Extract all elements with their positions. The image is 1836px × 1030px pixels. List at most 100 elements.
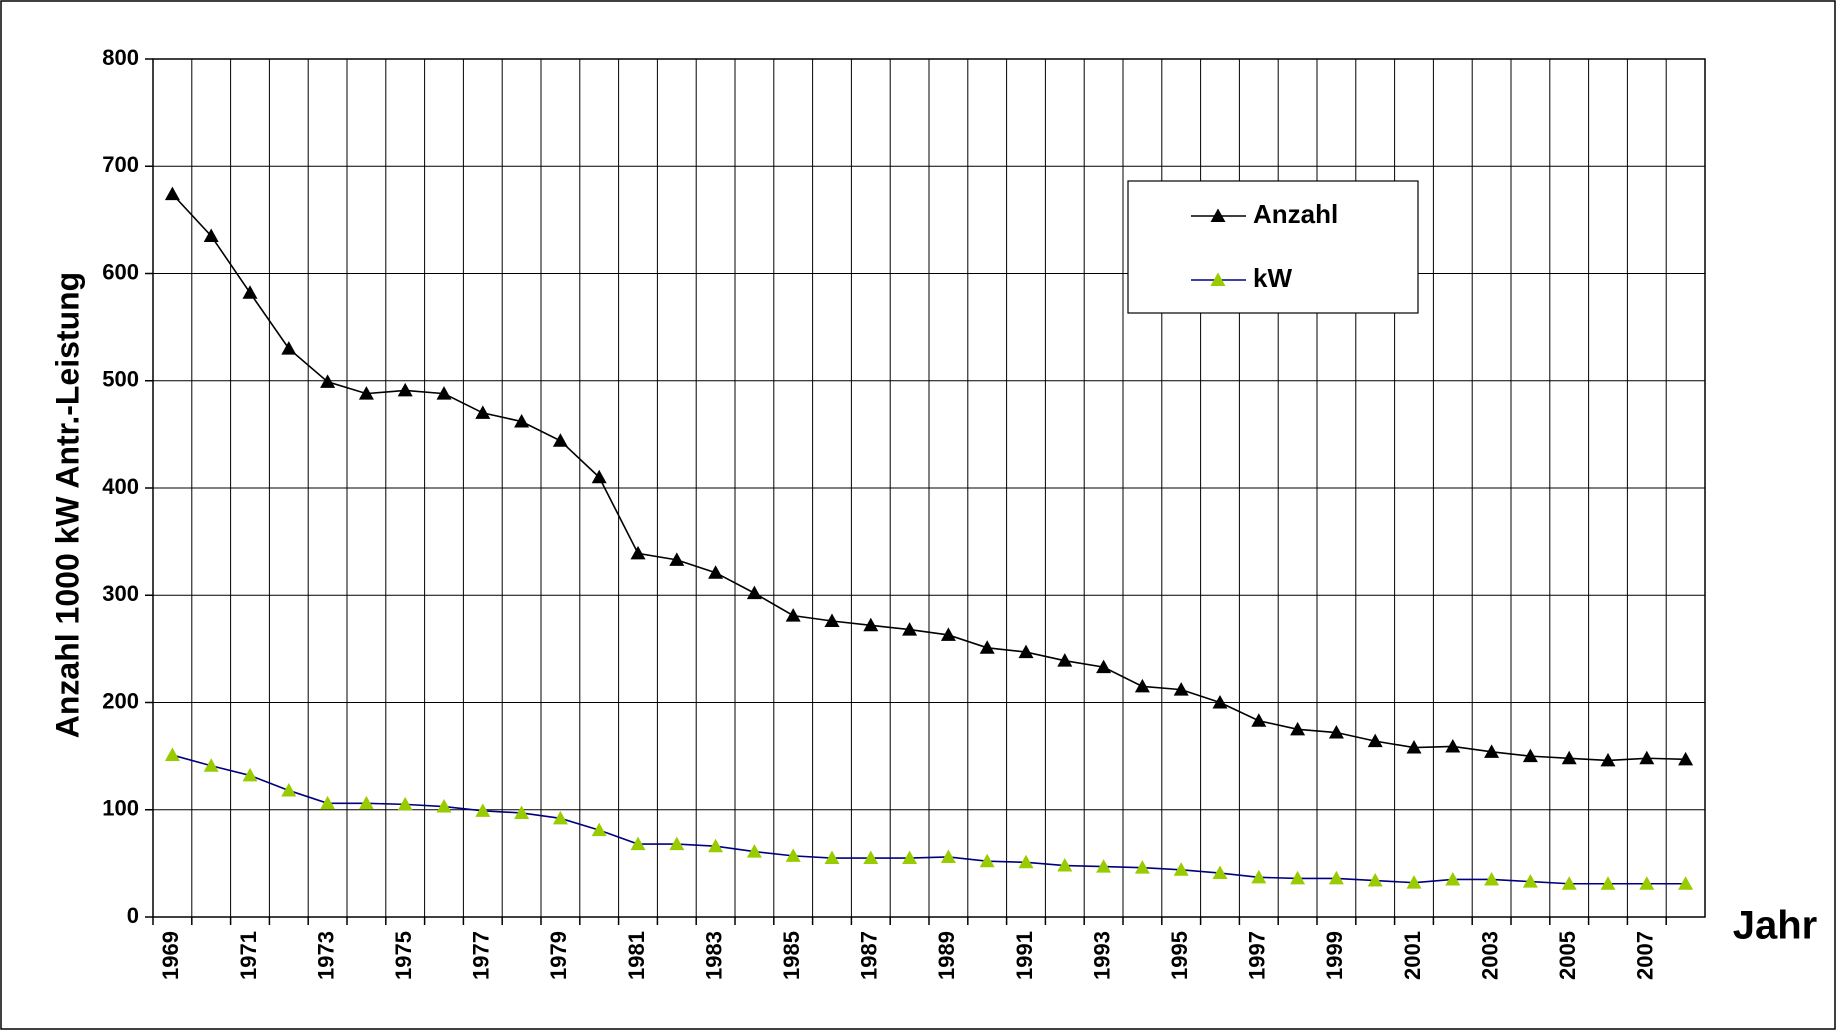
data-point (281, 782, 297, 797)
x-tick-label: 1975 (391, 931, 416, 980)
legend-label: kW (1253, 263, 1292, 293)
data-point (436, 386, 452, 400)
y-tick-label: 700 (102, 152, 139, 177)
data-point (1561, 876, 1577, 890)
data-point (1678, 751, 1694, 766)
data-point (1134, 860, 1150, 874)
series-line (171, 193, 1686, 762)
y-tick-label: 100 (102, 796, 139, 821)
data-point (1445, 738, 1461, 753)
x-tick-label: 1995 (1167, 931, 1192, 980)
data-point (1212, 865, 1228, 880)
x-tick-label: 2003 (1477, 931, 1502, 980)
data-point (1600, 752, 1616, 767)
data-point (863, 617, 879, 632)
y-tick-label: 800 (102, 45, 139, 70)
data-point (1096, 859, 1112, 873)
data-point (358, 795, 374, 810)
data-point (242, 285, 258, 299)
data-point (824, 850, 840, 865)
data-point (475, 405, 491, 419)
data-point (669, 836, 685, 851)
data-point (281, 341, 297, 355)
data-point (1367, 873, 1383, 887)
data-point (979, 640, 995, 654)
data-point (630, 836, 646, 851)
data-point (1057, 653, 1073, 667)
data-point (1134, 678, 1150, 693)
data-point (1212, 695, 1228, 709)
x-axis-label: Jahr (1733, 904, 1818, 948)
x-tick-label: 1993 (1089, 931, 1114, 980)
data-point (1639, 876, 1655, 890)
data-point (203, 228, 219, 242)
data-point (397, 796, 413, 811)
legend-label: Anzahl (1253, 199, 1338, 229)
data-point (1561, 750, 1577, 765)
data-point (320, 374, 336, 388)
data-point (591, 822, 607, 837)
data-point (708, 565, 724, 579)
data-point (1639, 750, 1655, 765)
data-point (1678, 876, 1694, 890)
data-point (514, 805, 530, 819)
data-point (164, 186, 180, 201)
data-point (552, 433, 568, 447)
data-point (1173, 682, 1189, 696)
data-point (1018, 644, 1034, 659)
data-point (1290, 721, 1306, 736)
x-tick-label: 1971 (236, 931, 261, 980)
data-point (1406, 740, 1422, 754)
data-point (1328, 725, 1344, 739)
x-tick-label: 1991 (1012, 931, 1037, 980)
x-tick-label: 1997 (1245, 931, 1270, 980)
data-point (1522, 874, 1538, 888)
data-point (591, 469, 607, 484)
legend-marker (1210, 272, 1226, 286)
data-point (824, 613, 840, 627)
data-point (785, 848, 801, 862)
data-point (1251, 713, 1267, 727)
data-point (1173, 862, 1189, 876)
legend-marker (1210, 208, 1226, 222)
data-point (1251, 869, 1267, 884)
data-point (940, 849, 956, 863)
data-point (669, 552, 685, 566)
x-tick-label: 1969 (158, 931, 183, 980)
x-tick-label: 2005 (1555, 931, 1580, 980)
data-point (630, 545, 646, 560)
x-tick-label: 1989 (934, 931, 959, 980)
x-tick-label: 2001 (1400, 931, 1425, 980)
legend-box (1127, 180, 1419, 314)
data-point (514, 414, 530, 428)
series-line (172, 754, 1686, 885)
data-point (203, 758, 219, 772)
data-point (746, 844, 762, 858)
data-point (1484, 744, 1500, 758)
y-tick-label: 500 (102, 367, 139, 392)
data-point (164, 747, 180, 762)
y-tick-label: 0 (127, 903, 139, 928)
data-point (436, 799, 452, 813)
data-point (358, 386, 374, 400)
x-tick-label: 1983 (701, 931, 726, 980)
data-point (1406, 875, 1422, 889)
y-axis-label: Anzahl 1000 kW Antr.-Leistung (49, 272, 85, 738)
data-point (1328, 870, 1344, 885)
data-point (979, 853, 995, 868)
data-point (785, 608, 801, 622)
x-tick-label: 1973 (313, 931, 338, 980)
data-point (1367, 733, 1383, 748)
data-point (1018, 854, 1034, 869)
y-tick-label: 300 (102, 581, 139, 606)
y-tick-label: 400 (102, 474, 139, 499)
y-tick-label: 600 (102, 259, 139, 284)
x-tick-label: 1985 (779, 931, 804, 980)
x-tick-label: 1999 (1322, 931, 1347, 980)
data-point (320, 795, 336, 810)
y-tick-label: 200 (102, 688, 139, 713)
data-point (552, 810, 568, 825)
data-point (1600, 876, 1616, 890)
